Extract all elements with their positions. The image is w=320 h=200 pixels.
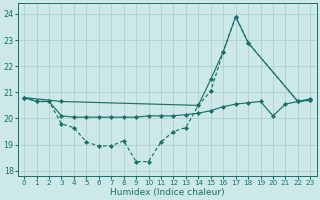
X-axis label: Humidex (Indice chaleur): Humidex (Indice chaleur) (110, 188, 225, 197)
